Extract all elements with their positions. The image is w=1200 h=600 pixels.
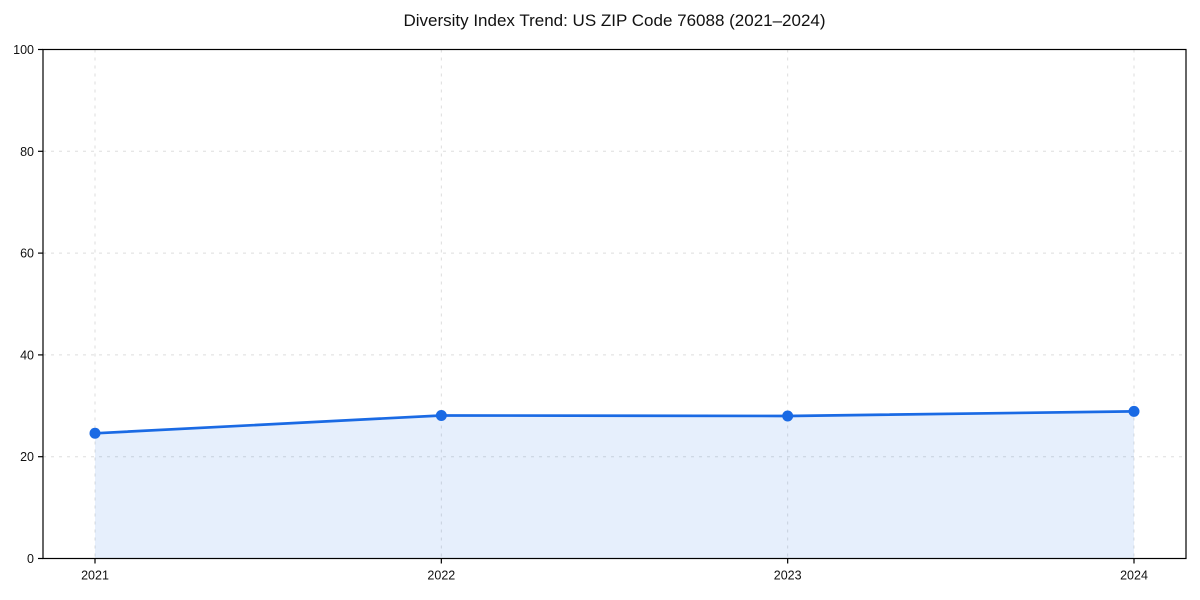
chart-title: Diversity Index Trend: US ZIP Code 76088… <box>403 11 826 30</box>
plot-border <box>42 48 1187 560</box>
data-point <box>435 409 447 421</box>
y-tick-label: 40 <box>20 348 34 362</box>
x-tick-label: 2021 <box>81 569 109 583</box>
y-tick-label: 0 <box>27 552 34 566</box>
trend-line <box>93 410 1136 435</box>
y-tick-label: 100 <box>13 43 34 57</box>
y-tick-label: 20 <box>20 450 34 464</box>
x-tick-label: 2023 <box>774 569 802 583</box>
x-tick-label: 2022 <box>427 569 455 583</box>
data-point <box>782 410 794 422</box>
y-tick-label: 80 <box>20 145 34 159</box>
data-point <box>1128 405 1140 417</box>
x-tick-label: 2024 <box>1120 569 1148 583</box>
data-point <box>89 427 101 439</box>
area-fill <box>95 411 1134 559</box>
y-tick-label: 60 <box>20 247 34 261</box>
